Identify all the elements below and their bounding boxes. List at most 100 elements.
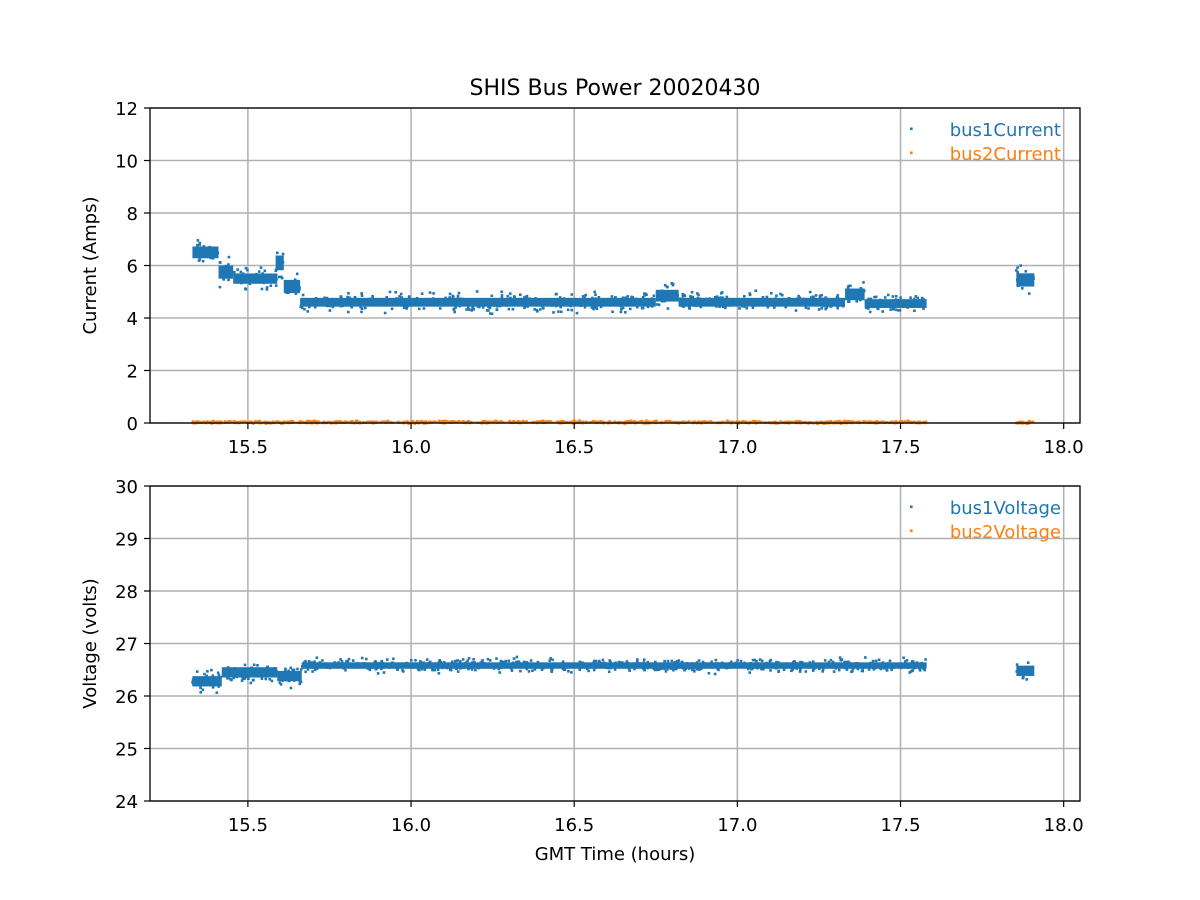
data-band bbox=[192, 421, 927, 423]
data-point bbox=[922, 307, 925, 310]
data-point bbox=[597, 659, 601, 663]
data-point bbox=[578, 660, 582, 664]
data-point bbox=[490, 312, 494, 316]
data-point bbox=[751, 306, 755, 309]
data-point bbox=[766, 305, 770, 309]
data-point bbox=[1021, 676, 1025, 680]
data-band bbox=[845, 288, 865, 301]
data-point bbox=[298, 420, 302, 423]
data-point bbox=[769, 658, 773, 662]
data-point bbox=[328, 309, 332, 312]
data-point bbox=[761, 296, 765, 299]
data-point bbox=[851, 420, 854, 423]
data-point bbox=[891, 295, 895, 298]
data-point bbox=[211, 257, 215, 260]
data-point bbox=[823, 659, 827, 662]
data-point bbox=[657, 303, 661, 307]
data-point bbox=[360, 294, 364, 297]
data-point bbox=[289, 666, 293, 670]
data-point bbox=[570, 308, 573, 312]
data-point bbox=[227, 263, 230, 266]
x-tick-label: 17.5 bbox=[880, 815, 920, 836]
data-point bbox=[725, 295, 729, 299]
data-band bbox=[300, 297, 656, 307]
data-point bbox=[561, 660, 565, 663]
data-point bbox=[360, 656, 364, 660]
data-point bbox=[539, 308, 542, 311]
data-point bbox=[874, 659, 878, 663]
data-point bbox=[726, 419, 729, 423]
data-point bbox=[918, 669, 922, 672]
data-point bbox=[277, 275, 281, 279]
current-panel: 15.5 16.0 16.5 17.0 17.5 18.0 0 2 4 6 8 10 12 Current… bbox=[80, 99, 1084, 458]
data-point bbox=[587, 669, 590, 673]
data-point bbox=[515, 660, 518, 664]
data-point bbox=[721, 305, 725, 308]
data-band bbox=[301, 662, 927, 669]
data-point bbox=[472, 308, 476, 311]
data-band bbox=[233, 273, 278, 284]
data-point bbox=[296, 667, 299, 671]
data-point bbox=[736, 659, 739, 662]
data-point bbox=[652, 294, 656, 298]
data-point bbox=[680, 660, 684, 664]
data-point bbox=[321, 659, 324, 662]
data-point bbox=[914, 295, 918, 298]
data-point bbox=[624, 311, 627, 314]
data-point bbox=[821, 670, 824, 673]
data-point bbox=[670, 282, 673, 285]
data-point bbox=[666, 307, 670, 310]
data-point bbox=[487, 309, 490, 312]
data-point bbox=[899, 296, 902, 299]
data-point bbox=[690, 290, 694, 294]
data-point bbox=[196, 239, 200, 242]
data-point bbox=[246, 268, 249, 272]
data-point bbox=[837, 668, 841, 672]
data-point bbox=[407, 295, 411, 298]
data-point bbox=[489, 312, 492, 315]
data-point bbox=[382, 671, 386, 674]
data-point bbox=[243, 663, 247, 667]
data-band bbox=[192, 246, 219, 259]
data-point bbox=[625, 660, 629, 663]
legend: bus1Current bus2Current bbox=[910, 120, 1061, 165]
data-point bbox=[313, 419, 316, 423]
data-point bbox=[560, 310, 563, 314]
data-point bbox=[536, 420, 539, 423]
data-band bbox=[283, 279, 301, 294]
data-point bbox=[451, 660, 454, 664]
data-point bbox=[751, 658, 755, 662]
data-point bbox=[890, 668, 893, 672]
data-point bbox=[396, 668, 399, 671]
data-point bbox=[698, 668, 701, 671]
data-point bbox=[488, 659, 492, 662]
data-point bbox=[294, 292, 298, 295]
data-point bbox=[645, 419, 648, 423]
data-point bbox=[918, 667, 921, 671]
data-point bbox=[465, 308, 468, 311]
data-point bbox=[307, 660, 311, 663]
data-point bbox=[892, 307, 895, 311]
data-point bbox=[360, 310, 363, 314]
legend: bus1Voltage bus2Voltage bbox=[910, 498, 1061, 543]
legend-label: bus1Current bbox=[950, 120, 1061, 141]
data-point bbox=[437, 419, 441, 423]
data-point bbox=[699, 305, 703, 309]
data-point bbox=[657, 668, 661, 671]
data-point bbox=[873, 295, 876, 299]
data-point bbox=[782, 668, 786, 671]
data-point bbox=[371, 296, 374, 300]
x-tick-label: 15.5 bbox=[228, 437, 268, 458]
data-point bbox=[898, 309, 902, 312]
data-point bbox=[478, 305, 481, 309]
data-point bbox=[380, 667, 383, 671]
data-point bbox=[812, 660, 815, 663]
data-point bbox=[205, 674, 208, 678]
data-point bbox=[855, 300, 858, 303]
y-tick-label: 30 bbox=[115, 477, 138, 498]
data-point bbox=[760, 659, 764, 663]
legend-marker bbox=[910, 151, 913, 155]
data-point bbox=[360, 292, 363, 295]
data-point bbox=[877, 658, 881, 662]
